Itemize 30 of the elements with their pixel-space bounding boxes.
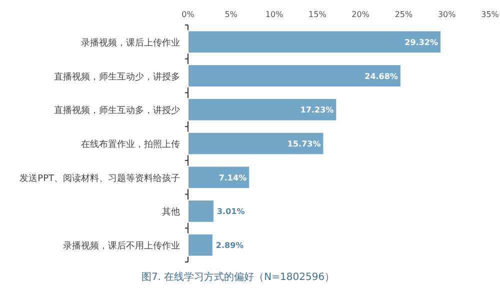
- bar: [188, 98, 338, 122]
- x-tick-label: 5%: [224, 10, 238, 19]
- y-tick-label: 其他: [162, 206, 180, 218]
- bar: [188, 233, 214, 257]
- x-tick-label: 35%: [481, 10, 500, 19]
- y-tick-label: 录播视频，课后不用上传作业: [63, 240, 180, 252]
- x-tick-label: 30%: [438, 10, 456, 19]
- y-tick-label: 直播视频，师生互动少，讲授多: [54, 71, 180, 82]
- bar: [188, 166, 250, 190]
- bar: [188, 132, 324, 156]
- data-label: 17.23%: [300, 106, 334, 115]
- y-tick-label: 直播视频，师生互动多，讲授少: [54, 105, 180, 116]
- y-tick-label: 发送PPT、阅读材料、习题等资料给孩子: [20, 172, 180, 184]
- x-tick-label: 0%: [182, 10, 195, 19]
- data-label: 7.14%: [218, 173, 247, 182]
- bar: [188, 30, 442, 54]
- x-tick-label: 25%: [394, 10, 414, 19]
- data-label: 24.68%: [364, 72, 398, 81]
- data-label: 15.73%: [287, 140, 321, 148]
- data-label: 3.01%: [216, 207, 245, 216]
- bar: [188, 200, 214, 223]
- y-tick-label: 录播视频，课后上传作业: [81, 37, 180, 48]
- text: 图7. 在线学习方式的偏好（N=1802596）: [141, 271, 335, 283]
- x-tick-label: 15%: [308, 10, 327, 19]
- data-label: 29.32%: [404, 38, 438, 47]
- bar: [188, 64, 402, 88]
- x-tick-label: 10%: [265, 10, 284, 19]
- y-tick-label: 在线布置作业，拍照上传: [81, 139, 180, 150]
- x-tick-label: 20%: [352, 10, 370, 19]
- data-label: 2.89%: [216, 241, 244, 250]
